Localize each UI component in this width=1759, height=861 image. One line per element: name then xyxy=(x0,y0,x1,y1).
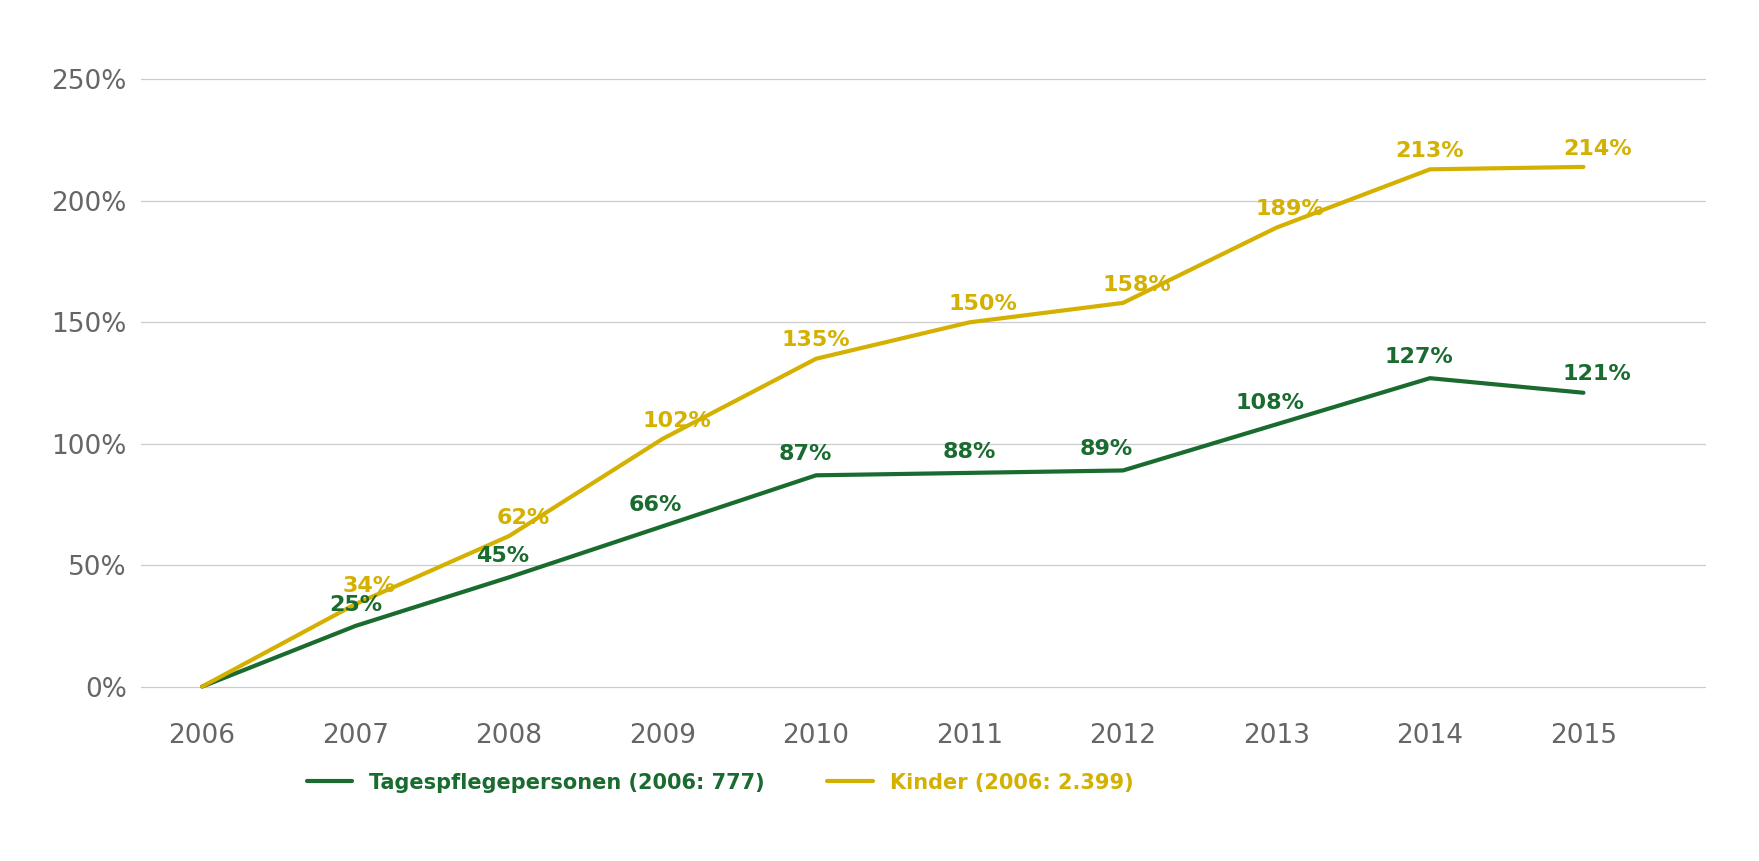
Text: 214%: 214% xyxy=(1564,139,1632,158)
Text: 150%: 150% xyxy=(948,294,1018,314)
Tagespflegepersonen (2006: 777): (2.01e+03, 88): 777): (2.01e+03, 88) xyxy=(959,468,980,478)
Line: Tagespflegepersonen (2006: 777): Tagespflegepersonen (2006: 777) xyxy=(202,378,1583,686)
Text: 89%: 89% xyxy=(1080,439,1133,460)
Text: 34%: 34% xyxy=(343,576,396,596)
Legend: Tagespflegepersonen (2006: 777), Kinder (2006: 2.399): Tagespflegepersonen (2006: 777), Kinder … xyxy=(299,765,1142,802)
Tagespflegepersonen (2006: 777): (2.01e+03, 127): 777): (2.01e+03, 127) xyxy=(1420,373,1441,383)
Tagespflegepersonen (2006: 777): (2.01e+03, 45): 777): (2.01e+03, 45) xyxy=(498,573,519,583)
Tagespflegepersonen (2006: 777): (2.01e+03, 0): 777): (2.01e+03, 0) xyxy=(192,681,213,691)
Text: 88%: 88% xyxy=(943,442,996,461)
Text: 87%: 87% xyxy=(777,444,832,464)
Kinder (2006: 2.399): (2.01e+03, 150): 2.399): (2.01e+03, 150) xyxy=(959,317,980,327)
Kinder (2006: 2.399): (2.01e+03, 102): 2.399): (2.01e+03, 102) xyxy=(653,434,674,444)
Tagespflegepersonen (2006: 777): (2.01e+03, 87): 777): (2.01e+03, 87) xyxy=(806,470,827,480)
Kinder (2006: 2.399): (2.01e+03, 213): 2.399): (2.01e+03, 213) xyxy=(1420,164,1441,175)
Text: 121%: 121% xyxy=(1564,364,1632,384)
Kinder (2006: 2.399): (2.02e+03, 214): 2.399): (2.02e+03, 214) xyxy=(1573,162,1594,172)
Kinder (2006: 2.399): (2.01e+03, 135): 2.399): (2.01e+03, 135) xyxy=(806,354,827,364)
Text: 102%: 102% xyxy=(642,411,711,430)
Text: 25%: 25% xyxy=(329,595,382,615)
Tagespflegepersonen (2006: 777): (2.01e+03, 25): 777): (2.01e+03, 25) xyxy=(345,621,366,631)
Text: 62%: 62% xyxy=(496,508,549,528)
Kinder (2006: 2.399): (2.01e+03, 189): 2.399): (2.01e+03, 189) xyxy=(1266,222,1288,232)
Text: 158%: 158% xyxy=(1103,275,1171,294)
Text: 135%: 135% xyxy=(781,331,850,350)
Kinder (2006: 2.399): (2.01e+03, 34): 2.399): (2.01e+03, 34) xyxy=(345,599,366,610)
Text: 213%: 213% xyxy=(1395,141,1463,161)
Text: 108%: 108% xyxy=(1235,393,1303,413)
Text: 45%: 45% xyxy=(475,546,529,567)
Line: Kinder (2006: 2.399): Kinder (2006: 2.399) xyxy=(202,167,1583,686)
Tagespflegepersonen (2006: 777): (2.02e+03, 121): 777): (2.02e+03, 121) xyxy=(1573,387,1594,398)
Tagespflegepersonen (2006: 777): (2.01e+03, 66): 777): (2.01e+03, 66) xyxy=(653,521,674,531)
Kinder (2006: 2.399): (2.01e+03, 62): 2.399): (2.01e+03, 62) xyxy=(498,531,519,542)
Tagespflegepersonen (2006: 777): (2.01e+03, 108): 777): (2.01e+03, 108) xyxy=(1266,419,1288,430)
Kinder (2006: 2.399): (2.01e+03, 0): 2.399): (2.01e+03, 0) xyxy=(192,681,213,691)
Tagespflegepersonen (2006: 777): (2.01e+03, 89): 777): (2.01e+03, 89) xyxy=(1112,465,1133,475)
Kinder (2006: 2.399): (2.01e+03, 158): 2.399): (2.01e+03, 158) xyxy=(1112,298,1133,308)
Text: 127%: 127% xyxy=(1384,347,1453,367)
Text: 189%: 189% xyxy=(1256,199,1325,220)
Text: 66%: 66% xyxy=(630,495,682,515)
